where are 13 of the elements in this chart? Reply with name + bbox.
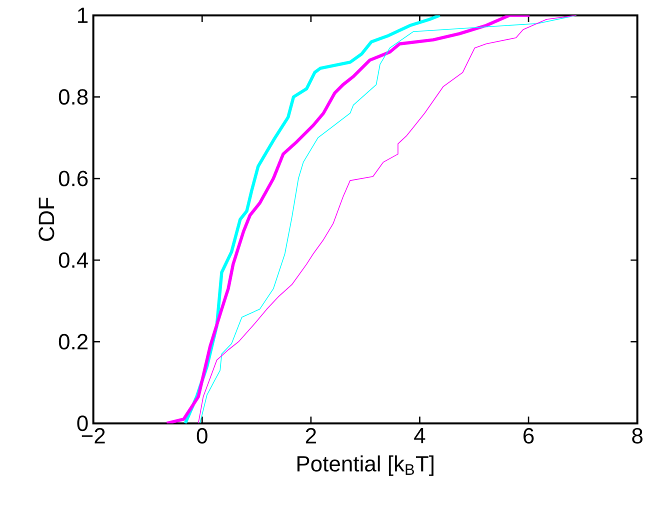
- line-series: [165, 15, 532, 424]
- x-tick-label: 8: [632, 428, 642, 444]
- x-axis-title: Potential [k$_{B}$T]: [297, 455, 434, 476]
- y-tick-label: 0.4: [58, 252, 88, 268]
- y-axis-title: CDF: [38, 197, 54, 241]
- x-tick-label: 0: [196, 428, 208, 444]
- y-tick-label: 1: [78, 8, 88, 23]
- x-tick-label: 2: [306, 428, 316, 444]
- y-tick-label: 0.2: [58, 334, 88, 350]
- y-tick-label: 0.6: [58, 170, 88, 186]
- x-tick-label: 4: [414, 428, 426, 444]
- y-tick-label: 0.8: [58, 88, 88, 105]
- x-tick-label: 6: [524, 428, 534, 444]
